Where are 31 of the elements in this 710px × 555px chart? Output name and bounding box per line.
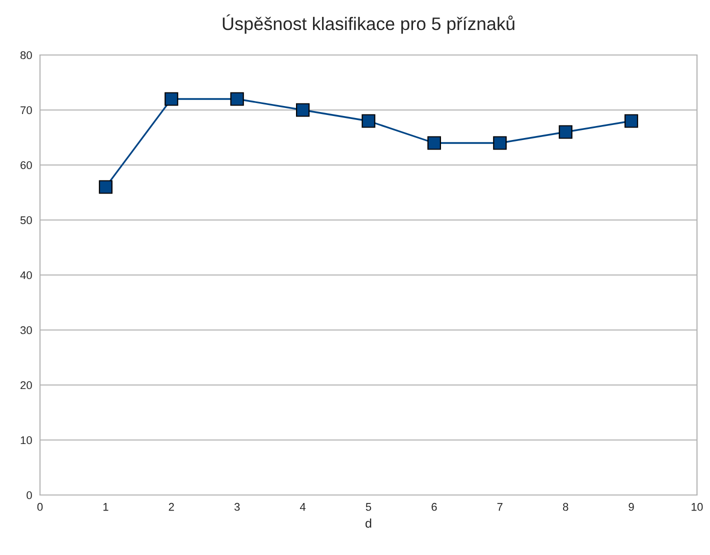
- x-tick-label: 10: [692, 502, 703, 511]
- y-tick-label: 30: [20, 326, 32, 334]
- point: [230, 92, 244, 106]
- x-tick-label: 0: [37, 502, 43, 511]
- x-tick-label: 7: [497, 503, 502, 511]
- point: [427, 136, 442, 150]
- x-tick-label: 2: [168, 502, 174, 511]
- y-tick-label: 80: [20, 51, 32, 60]
- point: [362, 114, 376, 128]
- point: [98, 180, 113, 194]
- y-tick-label: 0: [26, 491, 32, 500]
- y-tick-label: 10: [20, 436, 32, 444]
- x-tick-label: 1: [103, 503, 108, 511]
- y-tick-label: 50: [20, 216, 32, 224]
- y-tick-label: 20: [20, 381, 32, 390]
- x-tick-label: 6: [432, 502, 437, 511]
- x-tick-label: 9: [628, 502, 634, 511]
- x-tick-label: 3: [234, 502, 240, 511]
- point: [164, 92, 178, 106]
- point: [558, 125, 572, 139]
- point: [493, 136, 507, 150]
- x-tick-label: 4: [300, 503, 306, 511]
- x-tick-label: 5: [366, 503, 372, 511]
- point: [296, 103, 310, 117]
- y-tick-label: 40: [20, 271, 32, 280]
- y-tick-label: 60: [20, 161, 32, 170]
- chart-title: Úspěšnost klasifikace pro 5 příznaků: [222, 14, 514, 34]
- point: [624, 114, 638, 128]
- y-tick-label: 70: [20, 106, 32, 114]
- x-axis-title: d: [366, 518, 372, 528]
- x-tick-label: 8: [562, 502, 568, 511]
